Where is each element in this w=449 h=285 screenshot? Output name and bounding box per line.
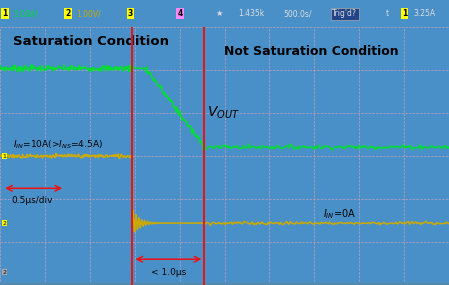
Text: Saturation Condition: Saturation Condition: [13, 35, 169, 48]
Text: $I_{IN}$=0A: $I_{IN}$=0A: [323, 207, 357, 221]
Text: Not Saturation Condition: Not Saturation Condition: [224, 45, 399, 58]
Text: 1: 1: [2, 9, 8, 18]
Text: 5.00A/: 5.00A/: [13, 9, 38, 18]
Text: 3: 3: [128, 9, 133, 18]
Text: 1: 1: [402, 9, 407, 18]
Text: $V_{OUT}$: $V_{OUT}$: [207, 105, 239, 121]
Text: ★: ★: [216, 9, 223, 18]
Text: 500.0s/: 500.0s/: [283, 9, 311, 18]
Text: 1.00V/: 1.00V/: [76, 9, 101, 18]
Text: 1: 1: [2, 154, 6, 158]
Text: 3.25A: 3.25A: [413, 9, 435, 18]
Text: $I_{IN}$=10A(>$I_{NS}$=4.5A): $I_{IN}$=10A(>$I_{NS}$=4.5A): [13, 138, 104, 151]
Text: < 1.0μs: < 1.0μs: [151, 268, 186, 277]
Text: Trig'd?: Trig'd?: [332, 9, 357, 18]
Text: 2: 2: [2, 270, 6, 275]
Text: 2: 2: [65, 9, 70, 18]
Text: 0.5μs/div: 0.5μs/div: [11, 196, 53, 205]
Text: 1.435k: 1.435k: [238, 9, 264, 18]
Text: 4: 4: [177, 9, 183, 18]
Text: t: t: [386, 9, 389, 18]
Text: 2: 2: [2, 221, 6, 226]
